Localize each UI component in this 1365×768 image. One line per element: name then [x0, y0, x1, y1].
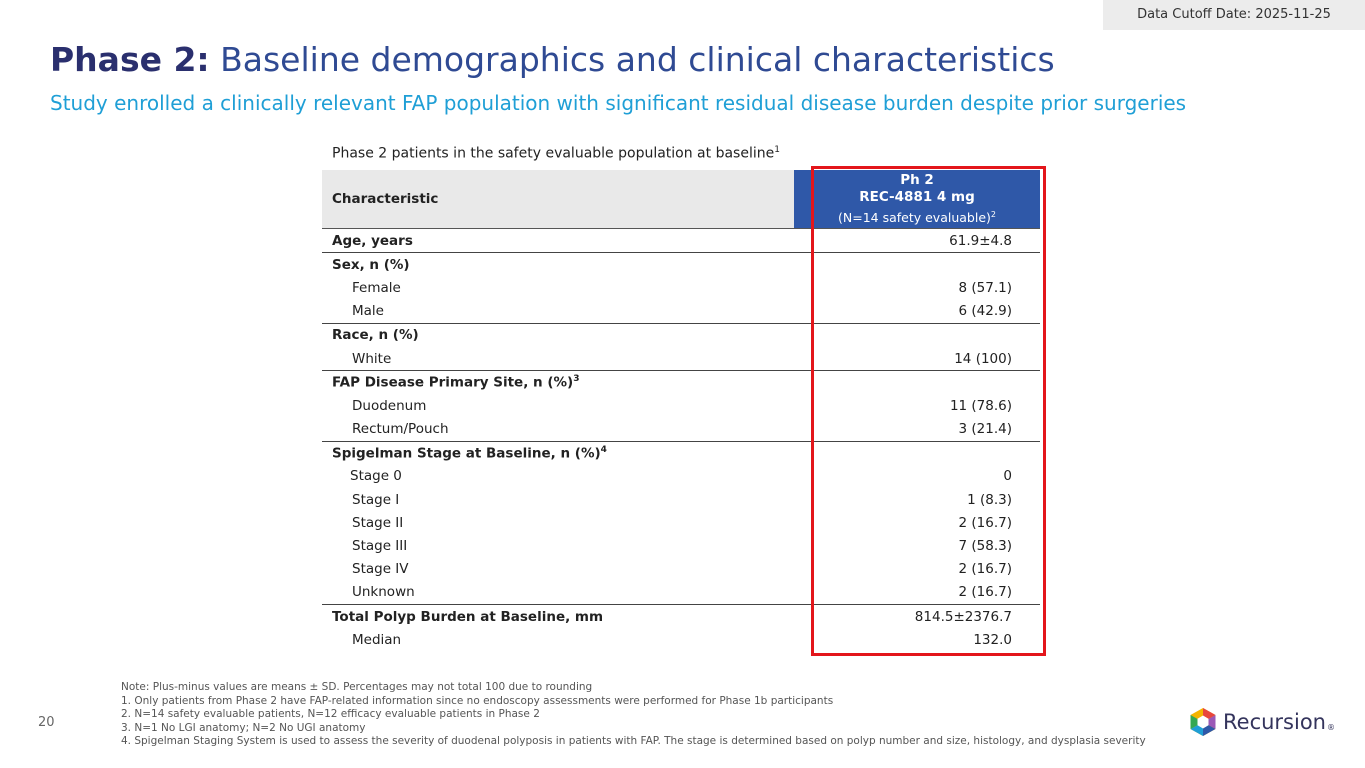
row-value: 2 (16.7) [958, 561, 1012, 578]
col-header-line2: REC-4881 4 mg [859, 188, 975, 205]
row-value: 814.5±2376.7 [794, 604, 1040, 629]
table-row: Median 132.0 [322, 628, 1040, 651]
table-row: FAP Disease Primary Site, n (%)3 [322, 370, 1040, 395]
row-value: 3 (21.4) [958, 421, 1012, 438]
row-label: Rectum/Pouch [352, 421, 449, 438]
page-subtitle: Study enrolled a clinically relevant FAP… [50, 91, 1187, 115]
table-row: Stage 0 0 [322, 465, 1040, 488]
page-number: 20 [38, 715, 55, 730]
row-label: Total Polyp Burden at Baseline, mm [322, 604, 794, 629]
row-value: 11 (78.6) [949, 397, 1012, 414]
row-value: 0 [1003, 468, 1012, 485]
table-row: Race, n (%) [322, 322, 1040, 347]
row-value [794, 370, 1040, 395]
row-label: Median [352, 631, 402, 648]
col-header-n: (N=14 safety evaluable) [838, 210, 991, 226]
table-row: Rectum/Pouch 3 (21.4) [322, 418, 1040, 442]
row-label: White [352, 350, 392, 367]
row-label: Race, n (%) [322, 322, 794, 347]
table-row: White 14 (100) [322, 347, 1040, 371]
footnote-1: 1. Only patients from Phase 2 have FAP-r… [121, 694, 834, 707]
row-value: 61.9±4.8 [949, 232, 1012, 249]
characteristic-header: Characteristic [322, 170, 794, 229]
row-value: 14 (100) [954, 350, 1012, 367]
title-phase: Phase 2: [50, 40, 210, 79]
row-label: Spigelman Stage at Baseline, n (%)4 [322, 440, 794, 465]
table-row: Spigelman Stage at Baseline, n (%)4 [322, 440, 1040, 465]
data-cutoff-badge: Data Cutoff Date: 2025-11-25 [1103, 0, 1365, 30]
row-value: 132.0 [973, 631, 1012, 648]
row-label: Stage I [352, 491, 400, 508]
row-label: FAP Disease Primary Site, n (%)3 [322, 370, 794, 395]
table-row: Stage IV 2 (16.7) [322, 558, 1040, 581]
table-row: Stage III 7 (58.3) [322, 534, 1040, 557]
row-label-text: Spigelman Stage at Baseline, n (%) [332, 445, 601, 462]
row-value: 2 (16.7) [958, 514, 1012, 531]
row-label: Stage III [352, 538, 408, 555]
recursion-hexagon-icon [1190, 708, 1216, 736]
row-value: 2 (16.7) [958, 584, 1012, 601]
caption-footnote-ref: 1 [774, 145, 780, 155]
footnote-note: Note: Plus-minus values are means ± SD. … [121, 681, 593, 693]
page-title: Phase 2: Baseline demographics and clini… [50, 40, 1055, 79]
table-header-row: Characteristic Ph 2 REC-4881 4 mg (N=14 … [322, 170, 1040, 229]
row-value: 7 (58.3) [958, 538, 1012, 555]
row-label: Female [352, 279, 401, 296]
table-row: Stage II 2 (16.7) [322, 511, 1040, 534]
row-label: Unknown [352, 584, 415, 601]
row-value: 6 (42.9) [958, 303, 1012, 320]
table-row: Female 8 (57.1) [322, 276, 1040, 299]
treatment-column-header: Ph 2 REC-4881 4 mg (N=14 safety evaluabl… [794, 170, 1040, 229]
footnote-2: 2. N=14 safety evaluable patients, N=12 … [121, 708, 540, 721]
row-label: Sex, n (%) [322, 252, 794, 277]
row-value [794, 322, 1040, 347]
row-label-text: FAP Disease Primary Site, n (%) [332, 374, 574, 391]
row-value: 1 (8.3) [967, 491, 1012, 508]
col-header-line3: (N=14 safety evaluable)2 [800, 206, 1034, 226]
row-label: Age, years [332, 232, 413, 249]
table-row: Duodenum 11 (78.6) [322, 394, 1040, 417]
table-caption: Phase 2 patients in the safety evaluable… [332, 145, 780, 162]
caption-text: Phase 2 patients in the safety evaluable… [332, 145, 775, 162]
logo-text: Recursion [1223, 710, 1326, 734]
table-row: Age, years 61.9±4.8 [322, 229, 1040, 253]
logo-registered-mark: ® [1327, 722, 1335, 732]
table-row: Stage I 1 (8.3) [322, 488, 1040, 511]
row-value: 8 (57.1) [958, 279, 1012, 296]
footnote-4: 4. Spigelman Staging System is used to a… [121, 735, 1146, 748]
row-label: Stage IV [352, 561, 409, 578]
demographics-table: Characteristic Ph 2 REC-4881 4 mg (N=14 … [322, 170, 1040, 651]
col-header-footnote-ref: 2 [990, 209, 996, 219]
row-value [794, 252, 1040, 277]
recursion-logo: Recursion ® [1189, 707, 1335, 737]
table-row: Sex, n (%) [322, 252, 1040, 277]
row-label: Stage II [352, 514, 404, 531]
col-header-line1: Ph 2 [900, 171, 934, 188]
footnote-3: 3. N=1 No LGI anatomy; N=2 No UGI anatom… [121, 721, 366, 734]
row-label: Duodenum [352, 397, 427, 414]
row-label: Male [352, 303, 384, 320]
footnote-ref: 4 [600, 445, 607, 456]
title-text: Baseline demographics and clinical chara… [220, 40, 1055, 79]
row-value [794, 440, 1040, 465]
table-row: Unknown 2 (16.7) [322, 581, 1040, 605]
footnote-ref: 3 [573, 374, 580, 385]
row-label: Stage 0 [350, 468, 402, 485]
table-row: Male 6 (42.9) [322, 300, 1040, 324]
footnotes: Note: Plus-minus values are means ± SD. … [121, 681, 1161, 749]
table-row: Total Polyp Burden at Baseline, mm 814.5… [322, 604, 1040, 629]
